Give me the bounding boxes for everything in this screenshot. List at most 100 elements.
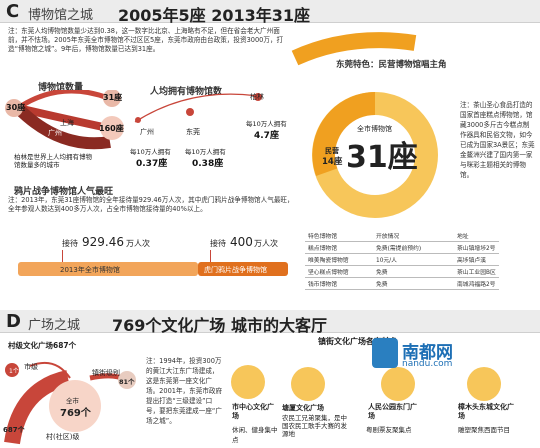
per-capita-dot-guangzhou bbox=[135, 117, 141, 123]
section-letter: D bbox=[6, 311, 21, 332]
opium-visit-value: 400 bbox=[230, 235, 253, 249]
city-circle bbox=[5, 363, 19, 377]
town-circle bbox=[118, 371, 136, 389]
section-c-header: C 博物馆之城 2005年5座 2013年31座 bbox=[0, 0, 540, 25]
per-capita-graphic bbox=[134, 93, 262, 123]
total-visit-unit: 万人次 bbox=[126, 239, 150, 248]
table-cell: 茶山工业园B区 bbox=[454, 265, 499, 278]
city-label-berlin: 柏林 bbox=[16, 143, 30, 151]
plaza-icon-3 bbox=[381, 367, 415, 401]
city-label-guangzhou: 广州 bbox=[48, 129, 62, 137]
intro-note: 注：东莞人均博物馆数量少达到0.38，这一数字比北京、上海略有不足，但在省会老大… bbox=[8, 27, 284, 53]
bubble-mid bbox=[100, 116, 124, 140]
per-capita-city-2: 东莞 bbox=[186, 128, 200, 136]
table-header-row: 特色博物馆 开放情况 地址 bbox=[305, 230, 499, 242]
opium-visit-caption: 虎门鸦片战争博物馆 bbox=[204, 266, 267, 274]
plaza-icon-1 bbox=[231, 365, 265, 399]
visitors-title: 鸦片战争博物馆人气最旺 bbox=[14, 187, 114, 197]
city-label-shanghai: 上海 bbox=[60, 119, 74, 127]
table-cell: 免费(需提前预约) bbox=[373, 241, 454, 254]
museum-count-note: 柏林是世界上人均拥有博物馆数量多的城市 bbox=[14, 153, 92, 169]
bubble-shanghai bbox=[5, 99, 23, 117]
table-header: 地址 bbox=[454, 230, 499, 242]
per-capita-dot-dongguan bbox=[186, 108, 194, 116]
table-header: 开放情况 bbox=[373, 230, 454, 242]
museum-count-title: 博物馆数量 bbox=[38, 83, 84, 93]
plaza-icon-4 bbox=[467, 367, 501, 401]
total-visit-value: 929.46 bbox=[82, 235, 124, 249]
card-caption-3: 粤剧票友聚集点 bbox=[366, 426, 412, 434]
card-caption-1: 休闲、健身集中点 bbox=[232, 426, 278, 444]
card-caption-2: 农民工兄弟聚集，是中国农民工歌手大赛的发源地 bbox=[282, 414, 347, 438]
village-center-circle bbox=[49, 380, 101, 432]
village-label: 村(社区)级 bbox=[46, 433, 80, 441]
plaza-icon-2 bbox=[291, 367, 325, 401]
table-row: 糕点博物馆 免费(需提前预约) 茶山镇增埗2号 bbox=[305, 241, 499, 254]
card-title-1: 市中心文化广场 bbox=[232, 403, 274, 420]
city-label: 市级 bbox=[24, 363, 38, 371]
section-title: 769个文化广场 城市的大客厅 bbox=[112, 316, 327, 335]
section-letter: C bbox=[6, 1, 20, 22]
section-name: 广场之城 bbox=[28, 318, 81, 333]
per-capita-city-3: 柏林 bbox=[250, 93, 264, 101]
total-visit-tick bbox=[62, 250, 63, 262]
card-title-3: 人民公园东门广场 bbox=[368, 403, 417, 420]
village-center-caption: 全市 bbox=[66, 397, 79, 405]
donut-graphic bbox=[291, 32, 438, 218]
section-d-header: D 广场之城 769个文化广场 城市的大客厅 bbox=[0, 310, 540, 335]
per-capita-caption-2: 每10万人拥有 bbox=[185, 148, 226, 156]
table-cell: 茶山镇增埗2号 bbox=[454, 241, 499, 254]
table-cell: 糕点博物馆 bbox=[305, 241, 373, 254]
opium-visit-tick bbox=[210, 250, 211, 262]
city-value: 1个 bbox=[9, 368, 19, 375]
table-row: 钱币博物馆 免费 南城鸿福路2号 bbox=[305, 277, 499, 290]
city-arc bbox=[29, 362, 71, 379]
card-caption-4: 雕塑聚焦西面节目 bbox=[458, 426, 510, 434]
per-capita-city-1: 广州 bbox=[140, 128, 154, 136]
bubble-guangzhou bbox=[103, 90, 121, 107]
village-arc bbox=[4, 370, 70, 445]
table-row: 坚心糕点博物馆 免费 茶山工业园B区 bbox=[305, 265, 499, 278]
card-title-2: 塘厦文化广场 bbox=[282, 404, 324, 412]
table-cell: 免费 bbox=[373, 277, 454, 290]
plaza-note: 注：1994年，投资300万的黄江大江东广场建成，这是东莞第一座文化广场。200… bbox=[146, 357, 223, 425]
total-visit-bar bbox=[18, 262, 198, 276]
table-cell: 钱币博物馆 bbox=[305, 277, 373, 290]
table-header: 特色博物馆 bbox=[305, 230, 373, 242]
section-title: 2005年5座 2013年31座 bbox=[118, 6, 311, 25]
table-row: 唯美陶瓷博物馆 10元/人 高埗镇卢溪 bbox=[305, 253, 499, 266]
watermark-text: 南都网 bbox=[402, 343, 453, 363]
side-note: 注：茶山圣心食品打造的国家首座糕点博物馆，馆藏3000多斤古今糕点制作器具和民俗… bbox=[460, 101, 535, 179]
museum-count-value-1: 30座 bbox=[6, 103, 26, 112]
per-capita-caption-3: 每10万人拥有 bbox=[246, 120, 287, 128]
opium-visit-label: 接待 bbox=[210, 239, 226, 248]
table-cell: 唯美陶瓷博物馆 bbox=[305, 253, 373, 266]
donut-header: 东莞特色：民营博物馆唱主角 bbox=[336, 60, 447, 70]
table-cell: 高埗镇卢溪 bbox=[454, 253, 499, 266]
per-capita-caption-1: 每10万人拥有 bbox=[130, 148, 171, 156]
card-title-4: 樟木头东城文化广场 bbox=[458, 403, 514, 420]
donut-header-band bbox=[291, 32, 417, 66]
village-title: 村级文化广场687个 bbox=[8, 341, 77, 350]
village-graphic bbox=[4, 362, 136, 445]
per-capita-value-1: 0.37座 bbox=[136, 159, 168, 169]
watermark-nd-icon bbox=[372, 338, 398, 368]
per-capita-dot-berlin bbox=[254, 93, 262, 101]
donut-center-caption: 全市博物馆 bbox=[357, 125, 392, 133]
donut-slice-value: 14座 bbox=[322, 157, 343, 167]
town-value: 81个 bbox=[119, 378, 135, 386]
per-capita-value-2: 0.38座 bbox=[192, 159, 224, 169]
museum-table: 特色博物馆 开放情况 地址 糕点博物馆 免费(需提前预约) 茶山镇增埗2号 唯美… bbox=[305, 230, 499, 290]
per-capita-curve bbox=[134, 93, 259, 123]
plaza-icons bbox=[231, 365, 501, 401]
total-visit-caption: 2013年全市博物馆 bbox=[60, 266, 120, 274]
museum-count-arc-3 bbox=[13, 103, 111, 150]
table-cell: 坚心糕点博物馆 bbox=[305, 265, 373, 278]
watermark-logo: 南都网 nandu.com bbox=[372, 338, 482, 372]
town-label: 镇街级别 bbox=[92, 369, 120, 377]
donut-center-value: 31座 bbox=[346, 140, 418, 175]
museum-count-value-2: 31座 bbox=[103, 93, 123, 102]
table-cell: 10元/人 bbox=[373, 253, 454, 266]
donut-slice-label: 民营 bbox=[325, 147, 339, 155]
table-cell: 南城鸿福路2号 bbox=[454, 277, 499, 290]
